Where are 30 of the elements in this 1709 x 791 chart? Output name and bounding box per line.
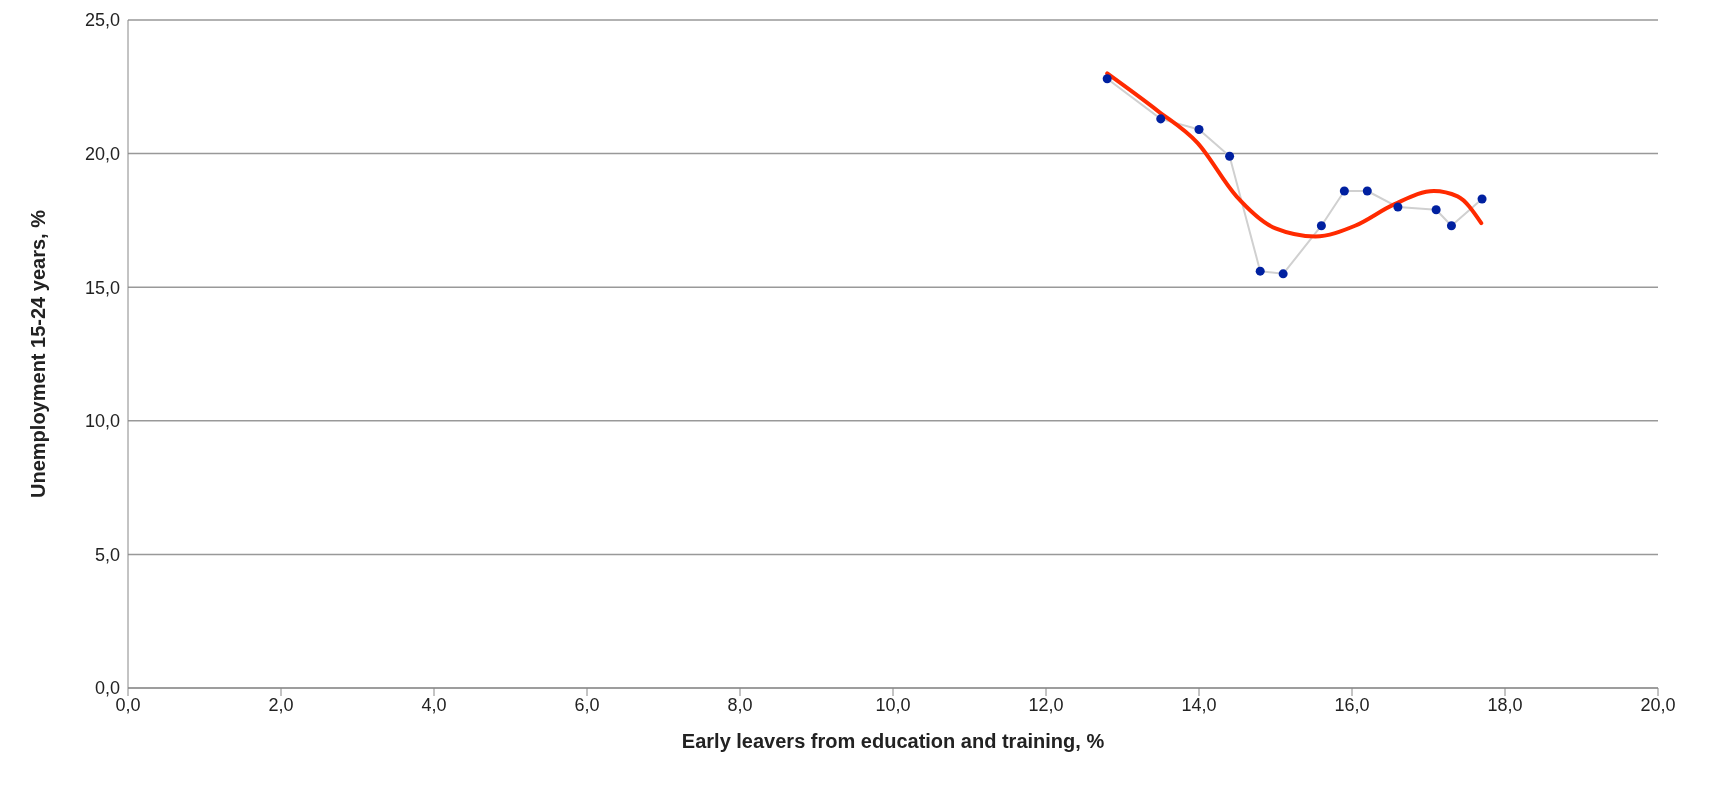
x-tick-label: 16,0	[1334, 694, 1370, 715]
y-tick-label: 10,0	[84, 411, 120, 432]
y-tick-label: 25,0	[84, 10, 120, 31]
x-tick-label: 2,0	[268, 694, 294, 715]
point	[1194, 125, 1204, 135]
y-axis-title: Unemployment 15-24 years, %	[27, 209, 50, 498]
x-tick-label: 4,0	[421, 694, 447, 715]
point	[1477, 194, 1487, 204]
point	[1225, 151, 1235, 161]
point	[1362, 186, 1372, 196]
y-tick-label: 15,0	[84, 277, 120, 298]
x-tick-label: 18,0	[1487, 694, 1523, 715]
point	[1255, 266, 1265, 276]
point	[1156, 114, 1166, 124]
point	[1446, 221, 1456, 231]
x-tick-label: 8,0	[727, 694, 753, 715]
point	[1393, 202, 1403, 212]
point	[1102, 74, 1112, 84]
point	[1431, 205, 1441, 215]
point	[1316, 221, 1326, 231]
x-tick-label: 14,0	[1181, 694, 1217, 715]
x-tick-label: 20,0	[1640, 694, 1676, 715]
point	[1339, 186, 1349, 196]
point	[1278, 269, 1288, 279]
x-tick-label: 12,0	[1028, 694, 1064, 715]
y-tick-label: 20,0	[84, 143, 120, 164]
x-tick-label: 6,0	[574, 694, 600, 715]
x-tick-label: 10,0	[875, 694, 911, 715]
y-tick-label: 5,0	[94, 544, 120, 565]
x-axis-title: Early leavers from education and training, %	[681, 730, 1105, 752]
